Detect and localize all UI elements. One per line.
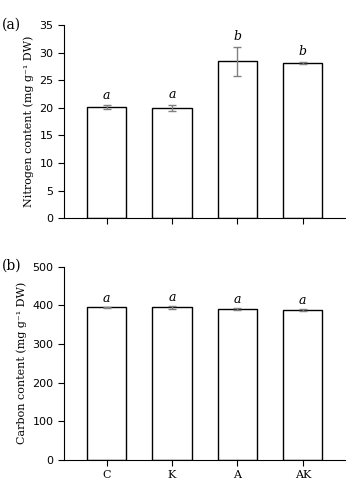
Text: a: a [168,291,176,304]
Text: (b): (b) [2,259,22,273]
Bar [283,63,323,218]
Text: a: a [168,88,176,101]
Bar [152,308,192,460]
Bar [87,108,126,218]
Text: b: b [299,45,307,58]
Text: (a): (a) [2,18,21,32]
Bar [152,108,192,218]
Text: a: a [234,294,241,306]
Bar [218,62,257,218]
Text: a: a [103,292,110,305]
Y-axis label: Carbon content (mg g⁻¹ DW): Carbon content (mg g⁻¹ DW) [16,282,27,444]
Bar [283,310,323,460]
Y-axis label: Nitrogen content (mg g⁻¹ DW): Nitrogen content (mg g⁻¹ DW) [23,36,34,208]
Bar [218,309,257,460]
Text: b: b [234,30,241,43]
Text: a: a [299,294,307,307]
Text: a: a [103,88,110,102]
Bar [87,308,126,460]
